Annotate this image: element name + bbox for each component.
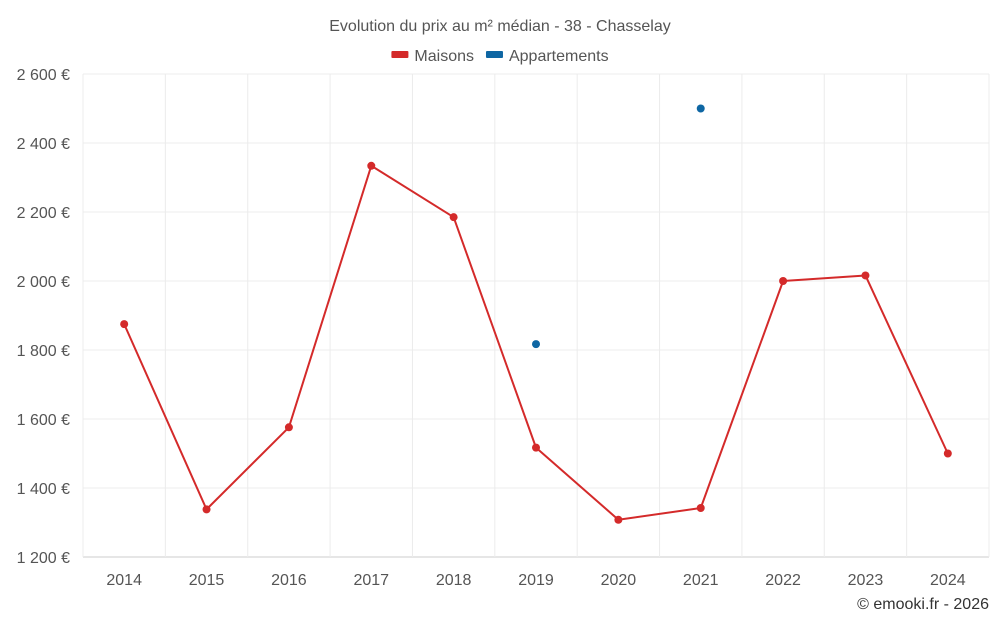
x-tick-label: 2014	[106, 572, 142, 589]
data-point[interactable]	[943, 449, 952, 458]
data-point[interactable]	[120, 320, 129, 329]
legend-swatch	[391, 51, 409, 58]
x-tick-label: 2015	[189, 572, 225, 589]
legend: Maisons Appartements	[391, 48, 609, 65]
legend-item-appartements[interactable]: Appartements	[485, 48, 609, 65]
x-tick-label: 2021	[683, 572, 719, 589]
data-point[interactable]	[614, 515, 623, 524]
data-point[interactable]	[779, 277, 788, 285]
series-appartements	[532, 104, 705, 349]
y-tick-label: 1 400 €	[17, 481, 70, 498]
x-tick-label: 2022	[765, 572, 801, 589]
series-group	[120, 104, 952, 524]
x-tick-label: 2017	[353, 572, 389, 589]
series-maisons	[120, 161, 952, 524]
y-tick-label: 2 400 €	[17, 136, 70, 153]
x-tick-label: 2018	[436, 572, 472, 589]
x-axis: 2014 2015 2016 2017 2018 2019 2020 2021 2022 2023…	[106, 572, 965, 589]
data-point[interactable]	[449, 213, 458, 222]
y-tick-label: 2 600 €	[17, 67, 70, 84]
grid	[82, 73, 990, 558]
legend-label: Appartements	[509, 48, 609, 65]
legend-swatch	[485, 51, 503, 58]
data-point[interactable]	[532, 340, 540, 349]
y-tick-label: 1 200 €	[17, 550, 70, 567]
chart-title: Evolution du prix au m² médian - 38 - Ch…	[329, 18, 671, 35]
x-tick-label: 2020	[601, 572, 637, 589]
x-tick-label: 2019	[518, 572, 554, 589]
data-point[interactable]	[861, 271, 870, 280]
data-point[interactable]	[532, 443, 540, 452]
data-point[interactable]	[696, 104, 705, 113]
y-tick-label: 2 000 €	[17, 274, 70, 291]
legend-label: Maisons	[414, 48, 474, 65]
data-point[interactable]	[284, 423, 293, 432]
legend-item-maisons[interactable]: Maisons	[391, 48, 474, 65]
data-point[interactable]	[696, 504, 705, 513]
x-tick-label: 2016	[271, 572, 307, 589]
y-tick-label: 1 600 €	[17, 412, 70, 429]
y-tick-label: 1 800 €	[17, 343, 70, 360]
x-tick-label: 2023	[848, 572, 884, 589]
credit-text: © emooki.fr - 2026	[857, 596, 989, 613]
data-point[interactable]	[202, 505, 211, 514]
y-axis: 1 200 € 1 400 € 1 600 € 1 800 € 2 000 € 2 200…	[17, 67, 70, 567]
data-point[interactable]	[367, 161, 376, 170]
y-tick-label: 2 200 €	[17, 205, 70, 222]
x-tick-label: 2024	[930, 572, 966, 589]
